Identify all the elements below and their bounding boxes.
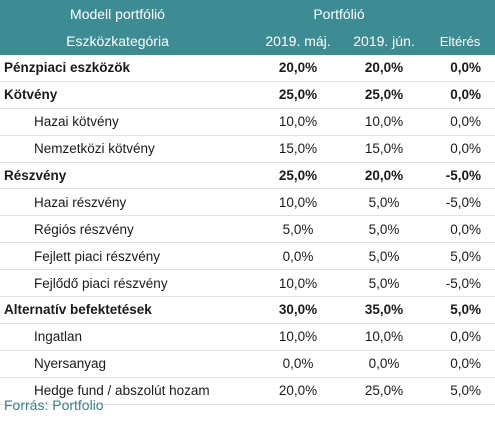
may-value: 20,0% (253, 55, 343, 82)
may-value: 30,0% (253, 296, 343, 324)
may-value: 10,0% (253, 269, 343, 298)
difference-value: 0,0% (425, 108, 495, 136)
difference-value: 5,0% (425, 296, 495, 324)
difference-value: -5,0% (425, 188, 495, 217)
may-value: 10,0% (253, 188, 343, 217)
table-row: Régiós részvény 5,0% 5,0% 0,0% (0, 215, 495, 244)
portfolio-table-container: Modell portfólió Portfólió Eszközkategór… (0, 0, 495, 405)
june-value: 25,0% (343, 377, 426, 405)
may-value: 25,0% (253, 80, 343, 109)
june-value: 5,0% (343, 269, 426, 298)
table-row: Nyersanyag 0,0% 0,0% 0,0% (0, 350, 495, 378)
row-name: Hedge fund / abszolút hozam (0, 377, 253, 405)
difference-column-header: Eltérés (425, 27, 495, 55)
header-empty-cell (425, 0, 495, 27)
table-header: Modell portfólió Portfólió Eszközkategór… (0, 0, 495, 55)
table-row: Hedge fund / abszolút hozam 20,0% 25,0% … (0, 377, 495, 405)
difference-value: 5,0% (425, 242, 495, 271)
table-row: Alternatív befektetések 30,0% 35,0% 5,0% (0, 296, 495, 324)
may-value: 5,0% (253, 215, 343, 244)
june-column-header: 2019. jún. (343, 27, 426, 55)
may-value: 10,0% (253, 323, 343, 351)
table-row: Fejlődő piaci részvény 10,0% 5,0% -5,0% (0, 269, 495, 298)
row-name: Nyersanyag (0, 350, 253, 378)
june-value: 20,0% (343, 161, 426, 190)
june-value: 35,0% (343, 296, 426, 324)
row-name: Fejlett piaci részvény (0, 242, 253, 271)
june-value: 25,0% (343, 80, 426, 109)
may-value: 15,0% (253, 135, 343, 163)
table-row: Pénzpiaci eszközök 20,0% 20,0% 0,0% (0, 55, 495, 82)
row-name: Ingatlan (0, 323, 253, 351)
row-name: Nemzetközi kötvény (0, 135, 253, 163)
asset-category-header: Eszközkategória (0, 27, 253, 55)
june-value: 5,0% (343, 242, 426, 271)
difference-value: 0,0% (425, 323, 495, 351)
row-name: Régiós részvény (0, 215, 253, 244)
row-name: Kötvény (0, 80, 253, 109)
row-name: Alternatív befektetések (0, 296, 253, 324)
table-row: Nemzetközi kötvény 15,0% 15,0% 0,0% (0, 135, 495, 163)
june-value: 0,0% (343, 350, 426, 378)
may-value: 10,0% (253, 108, 343, 136)
may-value: 0,0% (253, 242, 343, 271)
june-value: 10,0% (343, 108, 426, 136)
source-note: Forrás: Portfolio (4, 397, 104, 413)
row-name: Fejlődő piaci részvény (0, 269, 253, 298)
difference-value: 5,0% (425, 377, 495, 405)
june-value: 10,0% (343, 323, 426, 351)
june-value: 15,0% (343, 135, 426, 163)
may-column-header: 2019. máj. (253, 27, 343, 55)
model-portfolio-table: Modell portfólió Portfólió Eszközkategór… (0, 0, 495, 405)
may-value: 0,0% (253, 350, 343, 378)
row-name: Pénzpiaci eszközök (0, 55, 253, 82)
table-row: Hazai kötvény 10,0% 10,0% 0,0% (0, 108, 495, 136)
table-row: Részvény 25,0% 20,0% -5,0% (0, 161, 495, 190)
table-row: Ingatlan 10,0% 10,0% 0,0% (0, 323, 495, 351)
difference-value: 0,0% (425, 350, 495, 378)
row-name: Hazai részvény (0, 188, 253, 217)
table-body: Pénzpiaci eszközök 20,0% 20,0% 0,0% Kötv… (0, 55, 495, 405)
header-row-top: Modell portfólió Portfólió (0, 0, 495, 27)
table-row: Fejlett piaci részvény 0,0% 5,0% 5,0% (0, 242, 495, 271)
may-value: 20,0% (253, 377, 343, 405)
difference-value: 0,0% (425, 135, 495, 163)
june-value: 5,0% (343, 188, 426, 217)
table-row: Hazai részvény 10,0% 5,0% -5,0% (0, 188, 495, 217)
difference-value: -5,0% (425, 269, 495, 298)
portfolio-header: Portfólió (253, 0, 426, 27)
difference-value: -5,0% (425, 161, 495, 190)
model-portfolio-header: Modell portfólió (0, 0, 253, 27)
row-name: Részvény (0, 161, 253, 190)
row-name: Hazai kötvény (0, 108, 253, 136)
june-value: 20,0% (343, 55, 426, 82)
header-row-bottom: Eszközkategória 2019. máj. 2019. jún. El… (0, 27, 495, 55)
difference-value: 0,0% (425, 215, 495, 244)
june-value: 5,0% (343, 215, 426, 244)
may-value: 25,0% (253, 161, 343, 190)
difference-value: 0,0% (425, 55, 495, 82)
difference-value: 0,0% (425, 80, 495, 109)
table-row: Kötvény 25,0% 25,0% 0,0% (0, 80, 495, 109)
